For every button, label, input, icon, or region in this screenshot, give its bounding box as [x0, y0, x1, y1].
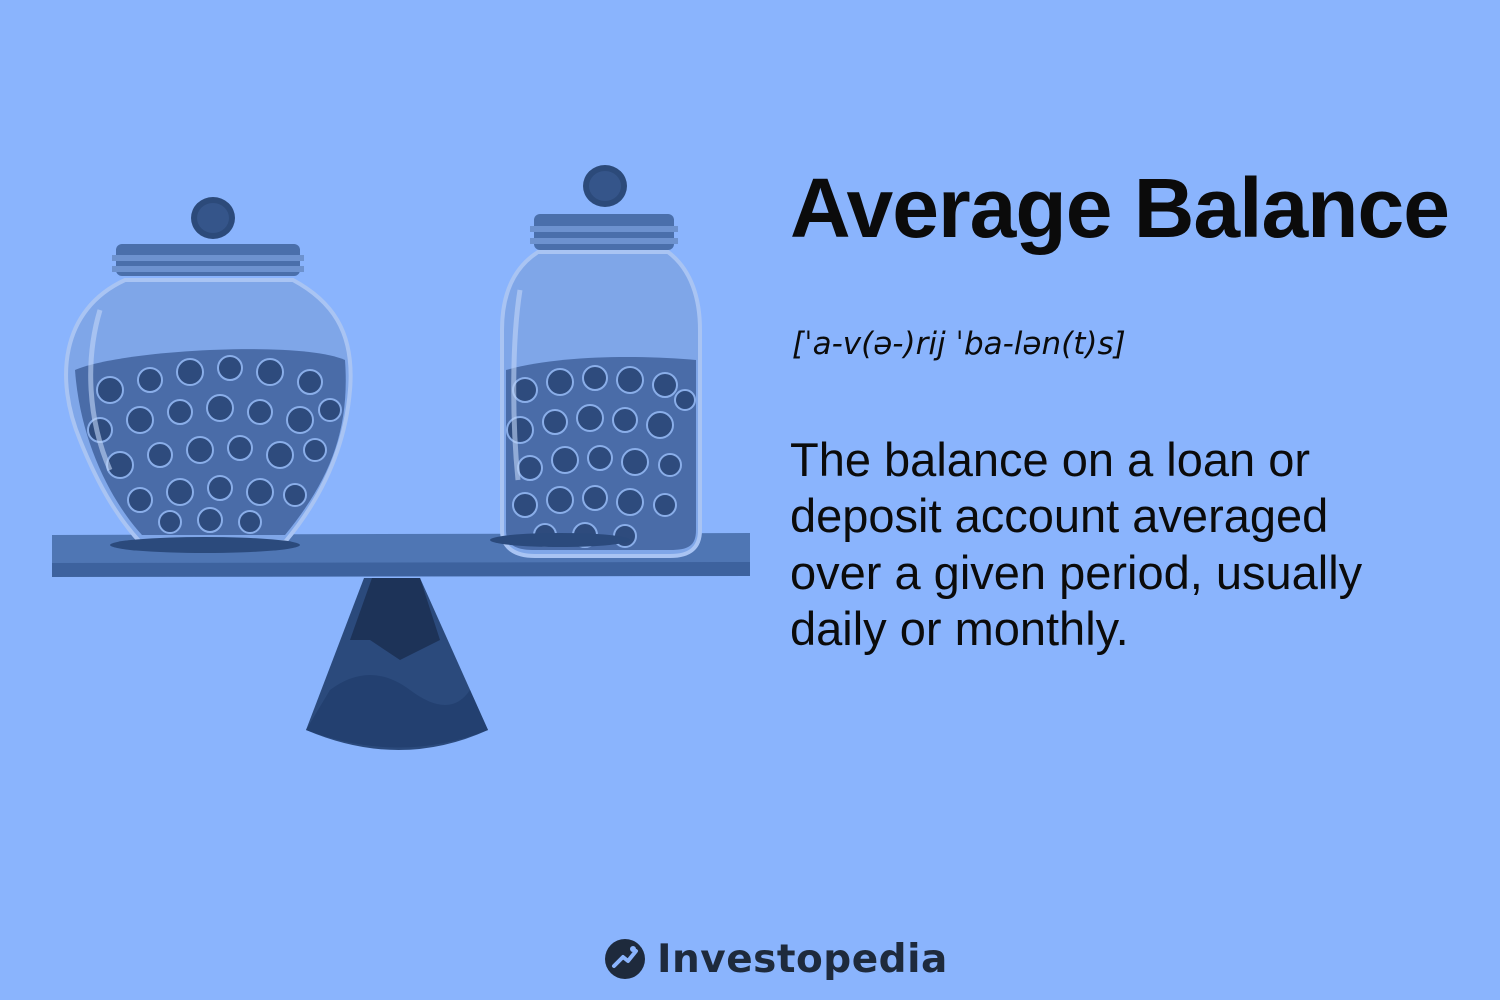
brand-footer: Investopedia	[605, 934, 948, 984]
brand-name: Investopedia	[657, 936, 948, 982]
definition-line: daily or monthly.	[790, 602, 1129, 656]
definition-text: The balance on a loan or deposit account…	[790, 432, 1480, 658]
definition-line: deposit account averaged	[790, 489, 1329, 543]
fulcrum-icon	[306, 578, 488, 750]
definition-line: The balance on a loan or	[790, 433, 1310, 486]
left-coin-jar-icon	[64, 197, 353, 553]
page-title: Average Balance	[790, 161, 1450, 255]
investopedia-logo-icon	[605, 939, 645, 979]
definition-line: over a given period, usually	[790, 545, 1363, 599]
right-coin-jar-icon	[490, 165, 702, 558]
pronunciation: [ˈa-v(ə-)rij ˈba-lən(t)s]	[792, 326, 1126, 362]
seesaw-coin-jars-illustration	[52, 165, 750, 750]
